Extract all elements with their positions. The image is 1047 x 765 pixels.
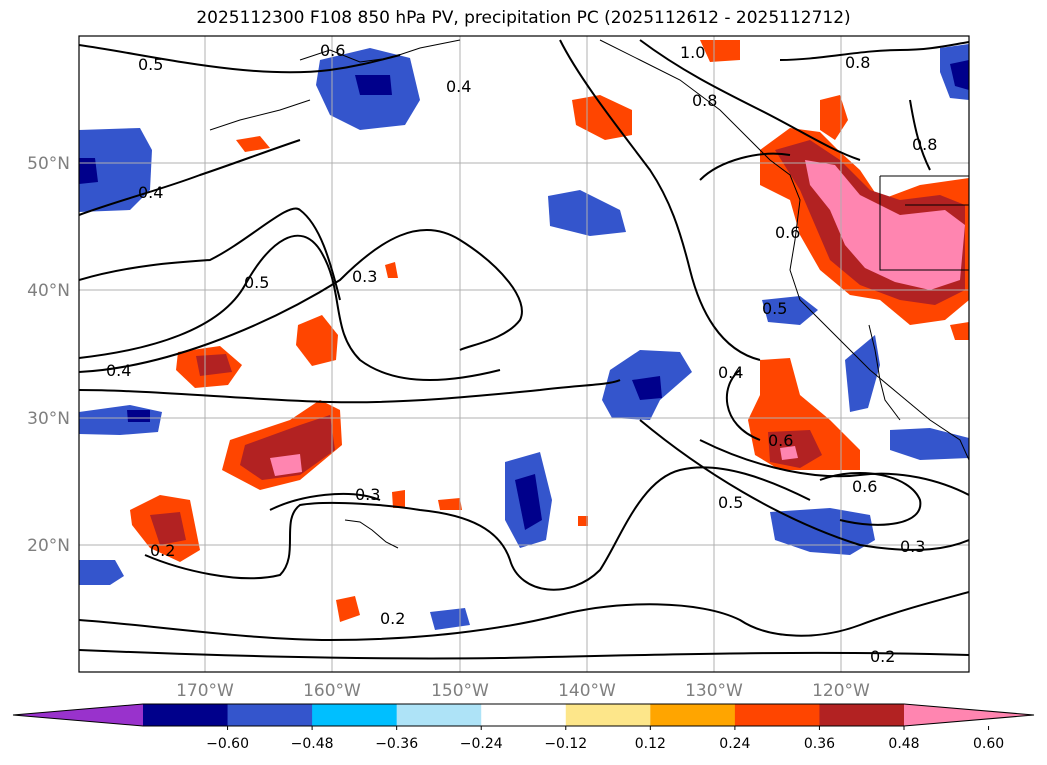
colorbar-tick-label: −0.12	[544, 736, 587, 752]
precip-negative-areas	[79, 44, 969, 630]
colorbar-tick-label: −0.24	[460, 736, 503, 752]
lat-label: 50°N	[27, 154, 70, 174]
contour-labels: 0.5 0.6 0.4 1.0 0.8 0.8 0.8 0.4 0.5 0.3 …	[106, 41, 937, 666]
colorbar-segment	[312, 704, 398, 726]
pv-contours	[79, 39, 969, 660]
contour-label: 0.5	[138, 55, 163, 74]
colorbar-segment	[396, 704, 482, 726]
lon-label: 120°W	[812, 681, 870, 701]
colorbar-tick-label: 0.12	[635, 736, 666, 752]
latitude-labels: 50°N 40°N 30°N 20°N	[27, 154, 70, 556]
contour-label: 1.0	[680, 43, 705, 62]
contour-label: 0.4	[446, 77, 471, 96]
lon-label: 160°W	[303, 681, 361, 701]
colorbar-tick-label: −0.48	[291, 736, 334, 752]
contour-label: 0.3	[352, 267, 377, 286]
contour-label: 0.6	[852, 477, 877, 496]
contour-label: 0.6	[320, 41, 345, 60]
contour-label: 0.5	[718, 493, 743, 512]
contour-label: 0.3	[355, 485, 380, 504]
contour-label: 0.4	[138, 183, 163, 202]
contour-label: 0.8	[692, 91, 717, 110]
lon-label: 130°W	[685, 681, 743, 701]
lon-label: 140°W	[558, 681, 616, 701]
lon-label: 150°W	[431, 681, 489, 701]
colorbar-tick-label: 0.48	[888, 736, 919, 752]
contour-label: 0.6	[775, 223, 800, 242]
contour-label: 0.5	[244, 273, 269, 292]
precip-positive-areas	[130, 40, 969, 622]
colorbar-tick-label: −0.60	[206, 736, 249, 752]
colorbar-segment	[819, 704, 905, 726]
colorbar-segment	[143, 704, 229, 726]
colorbar-segment	[565, 704, 651, 726]
colorbar-segment	[650, 704, 736, 726]
colorbar-tick-label: 0.36	[804, 736, 835, 752]
contour-label: 0.5	[762, 299, 787, 318]
map-title: 2025112300 F108 850 hPa PV, precipitatio…	[196, 8, 851, 28]
colorbar-tick-label: 0.24	[719, 736, 750, 752]
longitude-labels: 170°W 160°W 150°W 140°W 130°W 120°W	[176, 681, 870, 701]
map-plot-area: 0.5 0.6 0.4 1.0 0.8 0.8 0.8 0.4 0.5 0.3 …	[79, 36, 969, 672]
contour-label: 0.4	[718, 363, 743, 382]
lat-label: 20°N	[27, 536, 70, 556]
map-frame	[78, 35, 970, 673]
lat-label: 40°N	[27, 281, 70, 301]
contour-label: 0.2	[870, 647, 895, 666]
colorbar-extend-high	[904, 704, 1034, 726]
contour-label: 0.8	[845, 53, 870, 72]
colorbar-extend-low	[13, 704, 143, 726]
contour-label: 0.4	[106, 361, 131, 380]
contour-label: 0.3	[900, 537, 925, 556]
colorbar-segment	[734, 704, 820, 726]
lon-label: 170°W	[176, 681, 234, 701]
colorbar-segment	[481, 704, 567, 726]
contour-label: 0.6	[768, 431, 793, 450]
colorbar: −0.60 −0.48 −0.36 −0.24 −0.12 0.12 0.24 0.36 0.4…	[12, 703, 1035, 752]
colorbar-tick-label: 0.60	[973, 736, 1004, 752]
contour-label: 0.2	[380, 609, 405, 628]
colorbar-segment	[227, 704, 313, 726]
coastlines	[209, 39, 969, 549]
contour-label: 0.8	[912, 135, 937, 154]
graticule	[79, 36, 969, 672]
colorbar-tick-label: −0.36	[375, 736, 418, 752]
lat-label: 30°N	[27, 409, 70, 429]
contour-label: 0.2	[150, 541, 175, 560]
